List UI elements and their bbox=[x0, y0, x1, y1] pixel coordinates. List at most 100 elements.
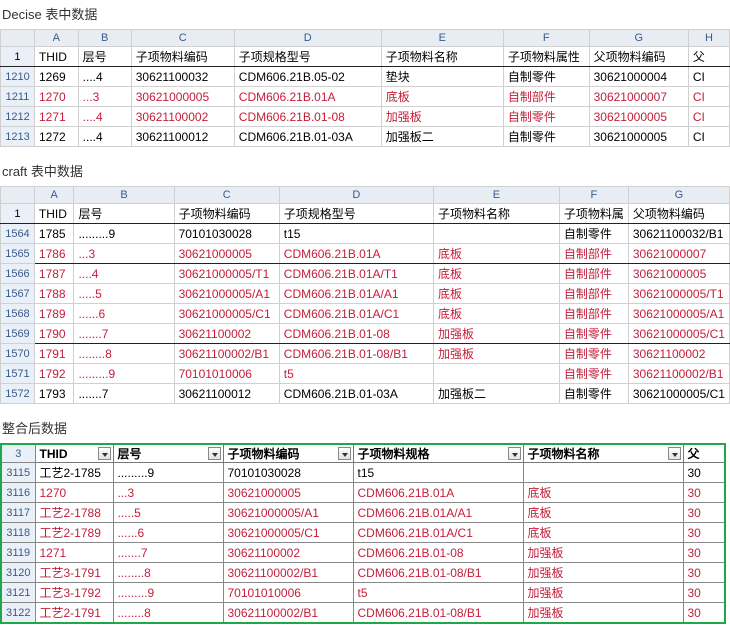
cell[interactable]: 1789 bbox=[34, 304, 74, 324]
cell[interactable]: 自制部件 bbox=[559, 304, 628, 324]
cell[interactable]: ....4 bbox=[78, 127, 131, 147]
cell[interactable]: 70101010006 bbox=[223, 583, 353, 603]
cell[interactable]: 70101010006 bbox=[174, 364, 279, 384]
cell[interactable]: 1270 bbox=[35, 483, 113, 503]
cell[interactable]: 30621000005/C1 bbox=[628, 384, 729, 404]
cell[interactable]: 底板 bbox=[523, 483, 683, 503]
cell[interactable]: 1786 bbox=[34, 244, 74, 264]
row-number[interactable]: 1571 bbox=[1, 364, 35, 384]
cell[interactable]: 垫块 bbox=[381, 67, 503, 87]
filter-header[interactable]: 子项物料规格 bbox=[353, 444, 523, 463]
cell[interactable]: t5 bbox=[353, 583, 523, 603]
cell[interactable]: CDM606.21B.01A/T1 bbox=[279, 264, 433, 284]
cell[interactable]: 加强板 bbox=[433, 324, 559, 344]
cell[interactable]: 1791 bbox=[34, 344, 74, 364]
cell[interactable]: 30621000005 bbox=[628, 264, 729, 284]
cell[interactable]: ......6 bbox=[113, 523, 223, 543]
col-header[interactable]: C bbox=[131, 30, 234, 47]
cell[interactable]: 30621000005 bbox=[223, 483, 353, 503]
col-header[interactable]: F bbox=[559, 187, 628, 204]
filter-dropdown-icon[interactable] bbox=[98, 447, 111, 460]
filter-header[interactable]: 层号 bbox=[113, 444, 223, 463]
cell[interactable]: 自制零件 bbox=[559, 224, 628, 244]
col-header[interactable]: B bbox=[78, 30, 131, 47]
cell[interactable]: CDM606.21B.01A bbox=[353, 483, 523, 503]
cell[interactable]: ......6 bbox=[74, 304, 174, 324]
cell[interactable]: CDM606.21B.01A/A1 bbox=[353, 503, 523, 523]
cell[interactable]: CDM606.21B.01A/C1 bbox=[279, 304, 433, 324]
row-number[interactable]: 3121 bbox=[1, 583, 35, 603]
cell[interactable]: 底板 bbox=[523, 503, 683, 523]
cell[interactable]: 底板 bbox=[523, 523, 683, 543]
cell[interactable]: CDM606.21B.01-08/B1 bbox=[279, 344, 433, 364]
row-number[interactable]: 1213 bbox=[1, 127, 35, 147]
cell[interactable]: 1270 bbox=[34, 87, 78, 107]
cell[interactable]: 工艺3-1791 bbox=[35, 563, 113, 583]
col-header[interactable]: E bbox=[433, 187, 559, 204]
cell[interactable]: 自制部件 bbox=[559, 284, 628, 304]
cell[interactable]: CDM606.21B.01-08/B1 bbox=[353, 603, 523, 624]
col-header[interactable]: G bbox=[628, 187, 729, 204]
cell[interactable]: .....5 bbox=[74, 284, 174, 304]
cell[interactable]: 底板 bbox=[433, 284, 559, 304]
cell[interactable]: 30621000005/C1 bbox=[223, 523, 353, 543]
cell[interactable]: 1271 bbox=[34, 107, 78, 127]
cell[interactable]: 加强板 bbox=[433, 344, 559, 364]
cell[interactable]: 工艺2-1789 bbox=[35, 523, 113, 543]
cell[interactable]: 自制零件 bbox=[559, 384, 628, 404]
col-header[interactable]: C bbox=[174, 187, 279, 204]
cell[interactable]: 自制零件 bbox=[503, 127, 589, 147]
cell[interactable]: 30621100032/B1 bbox=[628, 224, 729, 244]
row-number[interactable]: 1565 bbox=[1, 244, 35, 264]
col-header[interactable]: A bbox=[34, 30, 78, 47]
row-number[interactable]: 1572 bbox=[1, 384, 35, 404]
cell[interactable]: CDM606.21B.01A bbox=[234, 87, 381, 107]
cell[interactable]: 工艺2-1785 bbox=[35, 463, 113, 483]
cell[interactable]: 30621000005 bbox=[174, 244, 279, 264]
cell[interactable]: CDM606.21B.05-02 bbox=[234, 67, 381, 87]
filter-header[interactable]: 父 bbox=[683, 444, 725, 463]
cell[interactable]: 1788 bbox=[34, 284, 74, 304]
cell[interactable]: 加强板 bbox=[523, 563, 683, 583]
cell[interactable]: 自制零件 bbox=[559, 364, 628, 384]
cell[interactable]: 30621100012 bbox=[174, 384, 279, 404]
cell[interactable]: 30 bbox=[683, 603, 725, 624]
cell[interactable]: 30621100002/B1 bbox=[223, 603, 353, 624]
cell[interactable]: 70101030028 bbox=[223, 463, 353, 483]
cell[interactable]: CI bbox=[688, 107, 729, 127]
cell[interactable]: ...3 bbox=[113, 483, 223, 503]
cell[interactable]: 30 bbox=[683, 483, 725, 503]
cell[interactable]: CDM606.21B.01A/A1 bbox=[279, 284, 433, 304]
cell[interactable]: 30621100002 bbox=[131, 107, 234, 127]
cell[interactable]: 1792 bbox=[34, 364, 74, 384]
cell[interactable]: 30621100002 bbox=[223, 543, 353, 563]
cell[interactable]: 30621100002 bbox=[174, 324, 279, 344]
cell[interactable]: 30621000005/T1 bbox=[174, 264, 279, 284]
cell[interactable]: 30621000005 bbox=[589, 127, 688, 147]
cell[interactable]: t15 bbox=[279, 224, 433, 244]
filter-dropdown-icon[interactable] bbox=[338, 447, 351, 460]
cell[interactable]: 加强板二 bbox=[433, 384, 559, 404]
cell[interactable]: 30 bbox=[683, 523, 725, 543]
filter-dropdown-icon[interactable] bbox=[508, 447, 521, 460]
row-number[interactable]: 3115 bbox=[1, 463, 35, 483]
cell[interactable]: 1272 bbox=[34, 127, 78, 147]
cell[interactable]: 1785 bbox=[34, 224, 74, 244]
cell[interactable]: 自制零件 bbox=[503, 67, 589, 87]
cell[interactable]: 工艺2-1791 bbox=[35, 603, 113, 624]
cell[interactable]: 30621000005 bbox=[131, 87, 234, 107]
cell[interactable]: CDM606.21B.01-08 bbox=[353, 543, 523, 563]
col-header[interactable]: D bbox=[279, 187, 433, 204]
cell[interactable]: 自制部件 bbox=[559, 264, 628, 284]
cell[interactable]: CI bbox=[688, 127, 729, 147]
row-number[interactable]: 1210 bbox=[1, 67, 35, 87]
cell[interactable]: .......7 bbox=[113, 543, 223, 563]
col-header[interactable]: F bbox=[503, 30, 589, 47]
cell[interactable]: .......7 bbox=[74, 324, 174, 344]
cell[interactable]: 30621000005/A1 bbox=[223, 503, 353, 523]
row-number[interactable]: 1570 bbox=[1, 344, 35, 364]
row-number[interactable]: 1 bbox=[1, 204, 35, 224]
col-header[interactable]: E bbox=[381, 30, 503, 47]
cell[interactable]: CDM606.21B.01A/C1 bbox=[353, 523, 523, 543]
cell[interactable]: 70101030028 bbox=[174, 224, 279, 244]
